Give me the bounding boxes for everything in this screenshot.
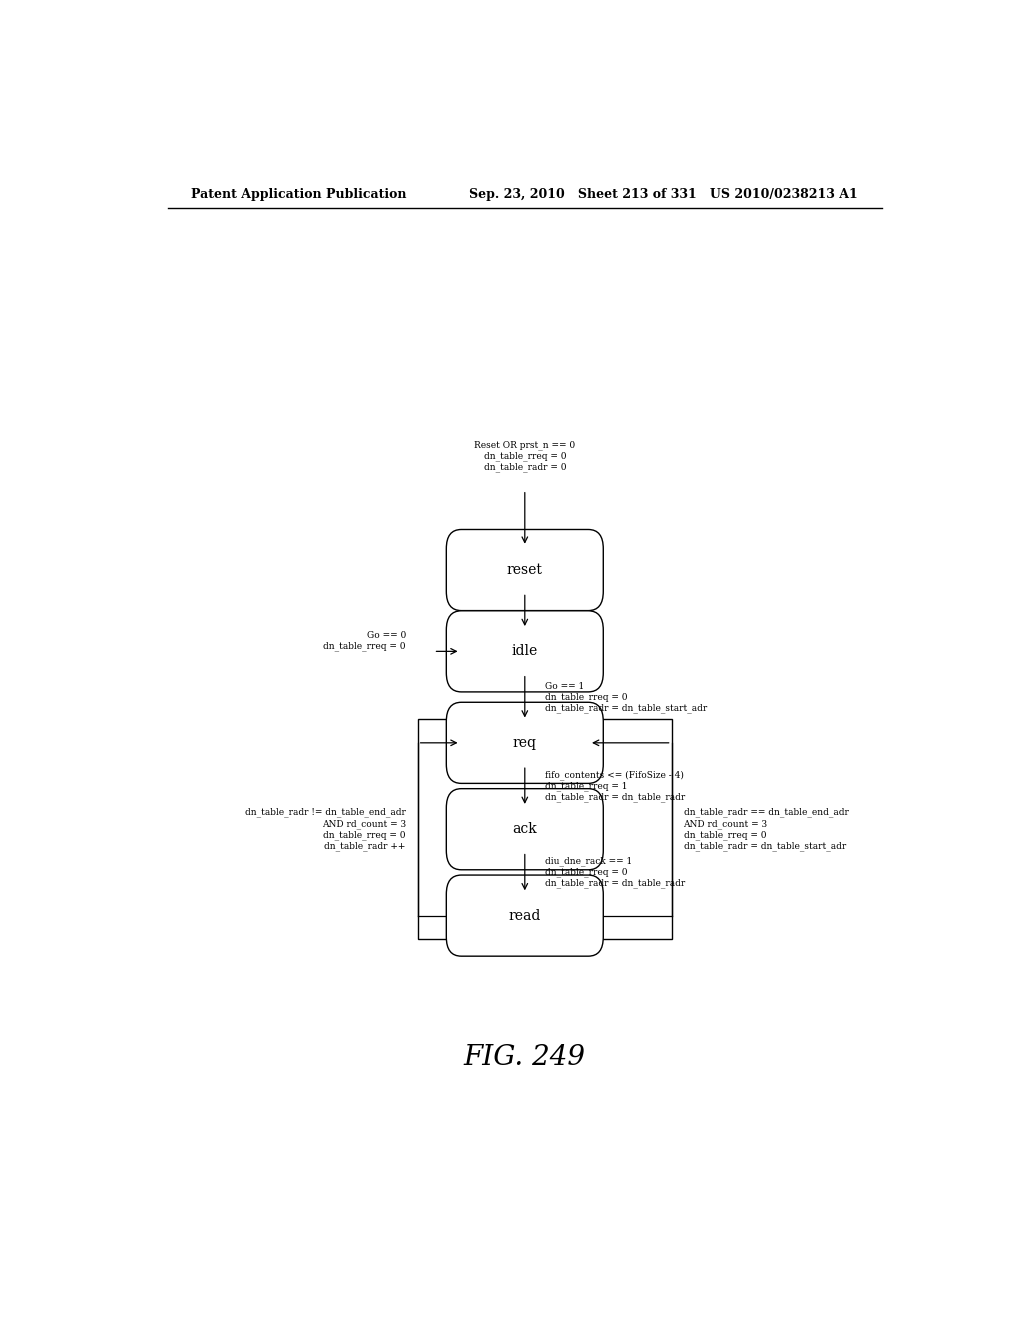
FancyBboxPatch shape <box>446 529 603 611</box>
FancyBboxPatch shape <box>446 611 603 692</box>
Text: Go == 1
dn_table_rreq = 0
dn_table_radr = dn_table_start_adr: Go == 1 dn_table_rreq = 0 dn_table_radr … <box>545 681 707 713</box>
Text: FIG. 249: FIG. 249 <box>464 1044 586 1072</box>
FancyBboxPatch shape <box>446 788 603 870</box>
Text: Reset OR prst_n == 0
dn_table_rreq = 0
dn_table_radr = 0: Reset OR prst_n == 0 dn_table_rreq = 0 d… <box>474 441 575 473</box>
Bar <box>418 719 672 939</box>
Text: Patent Application Publication: Patent Application Publication <box>191 189 407 202</box>
Text: read: read <box>509 908 541 923</box>
Text: Go == 0
dn_table_rreq = 0: Go == 0 dn_table_rreq = 0 <box>324 631 406 651</box>
FancyBboxPatch shape <box>446 875 603 956</box>
Text: Sep. 23, 2010   Sheet 213 of 331   US 2010/0238213 A1: Sep. 23, 2010 Sheet 213 of 331 US 2010/0… <box>469 189 858 202</box>
Text: diu_dne_rack == 1
dn_table_rreq = 0
dn_table_radr = dn_table_radr: diu_dne_rack == 1 dn_table_rreq = 0 dn_t… <box>545 857 685 888</box>
Text: ack: ack <box>512 822 538 837</box>
Text: fifo_contents <= (FifoSize - 4)
dn_table_rreq = 1
dn_table_radr = dn_table_radr: fifo_contents <= (FifoSize - 4) dn_table… <box>545 770 685 803</box>
Text: dn_table_radr != dn_table_end_adr
AND rd_count = 3
dn_table_rreq = 0
dn_table_ra: dn_table_radr != dn_table_end_adr AND rd… <box>245 808 406 850</box>
FancyBboxPatch shape <box>446 702 603 783</box>
Text: reset: reset <box>507 564 543 577</box>
Text: req: req <box>513 735 537 750</box>
Text: dn_table_radr == dn_table_end_adr
AND rd_count = 3
dn_table_rreq = 0
dn_table_ra: dn_table_radr == dn_table_end_adr AND rd… <box>684 808 849 850</box>
Text: idle: idle <box>512 644 538 659</box>
